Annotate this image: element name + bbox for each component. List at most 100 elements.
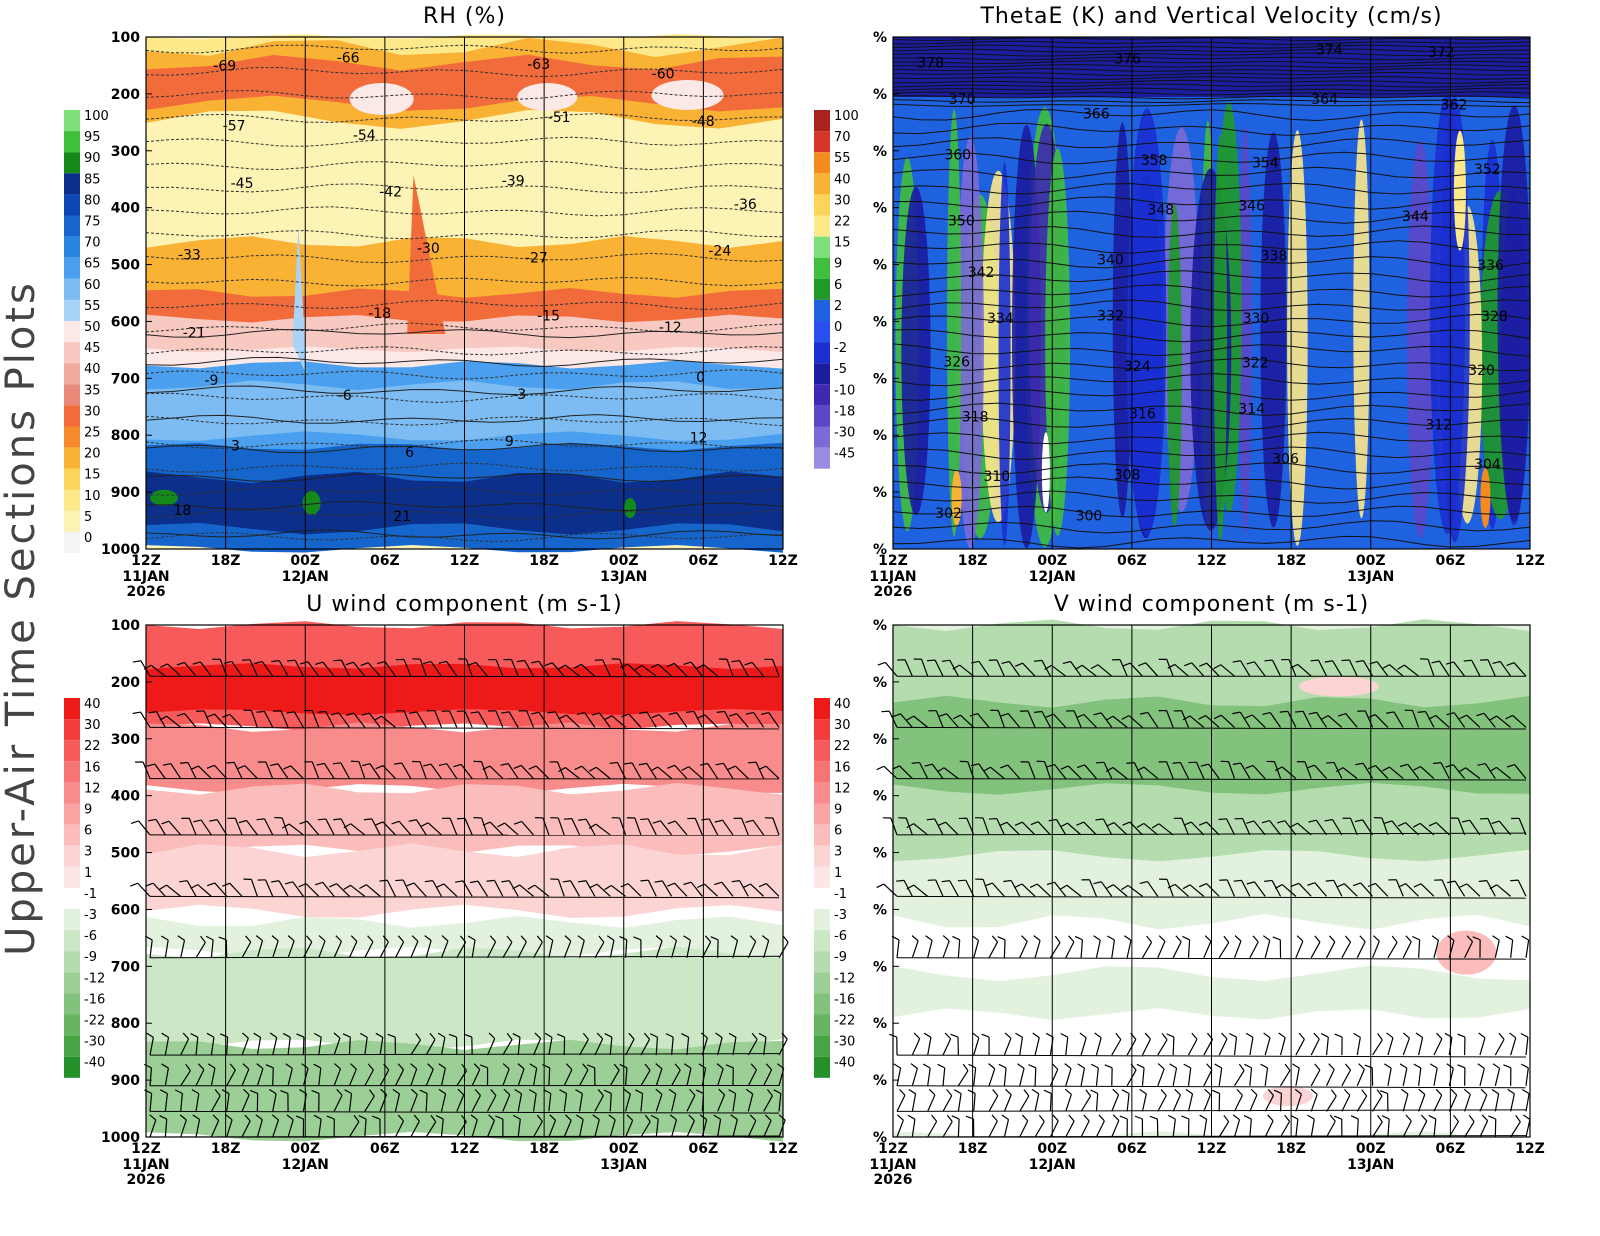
colorbar-swatch xyxy=(814,426,830,448)
wind-barb-feather xyxy=(1341,659,1350,662)
wind-barb-feather xyxy=(582,1063,589,1071)
y-tick-label: % xyxy=(873,846,887,862)
wind-barb xyxy=(413,882,427,897)
wind-barb-feather xyxy=(1261,820,1270,824)
wind-barb-feather xyxy=(573,663,582,669)
wind-barb-feather xyxy=(1015,1032,1023,1038)
wind-barb-feather xyxy=(177,935,185,941)
wind-barb xyxy=(226,1093,230,1112)
wind-barb xyxy=(430,661,442,677)
wind-barb xyxy=(736,713,749,728)
wind-barb xyxy=(911,1038,921,1056)
wind-barb xyxy=(627,663,642,677)
wind-barb xyxy=(1187,939,1191,958)
wind-barb-feather xyxy=(1044,664,1052,671)
wind-barb-feather xyxy=(1003,879,1012,883)
wind-barb-feather xyxy=(512,884,520,890)
wind-barb-feather xyxy=(745,711,754,715)
wind-barb xyxy=(722,763,734,779)
wind-barb xyxy=(1233,1037,1238,1056)
contour-label: 322 xyxy=(1242,356,1269,372)
wind-barb xyxy=(535,765,550,780)
wind-barb-feather xyxy=(148,711,157,714)
wind-barb xyxy=(1487,659,1496,677)
wind-barb-feather xyxy=(911,935,919,942)
wind-barb xyxy=(1252,764,1266,780)
wind-barb xyxy=(1271,880,1282,897)
wind-barb-feather xyxy=(730,1114,738,1121)
wind-barb-feather xyxy=(946,1114,953,1122)
wind-barb xyxy=(563,1120,572,1138)
wind-barb xyxy=(1147,712,1159,728)
wind-barb-feather xyxy=(952,935,960,941)
wind-barb xyxy=(935,710,944,728)
wind-barb xyxy=(1049,1120,1059,1138)
colorbar-swatch xyxy=(64,384,80,406)
wind-barb xyxy=(1100,881,1113,897)
wind-barb xyxy=(180,940,186,958)
wind-barb xyxy=(264,818,274,836)
wind-barb-feather xyxy=(591,712,600,716)
wind-barb xyxy=(425,1093,428,1112)
x-tick-label: 12Z xyxy=(768,1141,798,1157)
field-blob xyxy=(951,469,962,526)
wind-barb-feather xyxy=(190,1033,199,1038)
wind-barb-feather xyxy=(1211,1089,1220,1094)
wind-barb xyxy=(1438,660,1450,677)
wind-barb-feather xyxy=(559,1089,567,1095)
wind-barb xyxy=(1288,659,1297,677)
wind-barb xyxy=(883,765,898,780)
y-tick-label: % xyxy=(873,789,887,805)
wind-barb xyxy=(1037,821,1051,836)
colorbar-label: -18 xyxy=(834,404,855,419)
wind-barb xyxy=(1326,941,1336,959)
wind-barb-feather xyxy=(242,1063,250,1070)
wind-barb xyxy=(942,1095,953,1112)
colorbar-swatch xyxy=(814,698,830,720)
wind-barb xyxy=(624,939,628,958)
wind-barb-feather xyxy=(728,713,737,717)
wind-barb-feather xyxy=(330,712,340,716)
wind-barb xyxy=(1102,818,1113,836)
colorbar-label: -12 xyxy=(84,971,105,986)
wind-barb-feather xyxy=(397,1114,404,1122)
wind-barb-feather xyxy=(683,935,691,941)
wind-barb-feather xyxy=(669,935,677,941)
wind-barb xyxy=(180,1093,183,1112)
wind-barb-feather xyxy=(1353,1032,1361,1038)
wind-barb xyxy=(752,819,765,836)
wind-barb-feather xyxy=(1183,1063,1192,1069)
wind-barb-feather xyxy=(536,1114,543,1122)
wind-barb xyxy=(1418,1037,1424,1056)
wind-barb xyxy=(464,710,473,728)
wind-barb-feather xyxy=(317,710,326,713)
wind-barb-feather xyxy=(1060,1032,1069,1038)
wind-barb-feather xyxy=(1184,662,1192,667)
wind-barb xyxy=(1372,1121,1383,1138)
wind-barb xyxy=(959,664,975,677)
wind-barb-feather xyxy=(1477,763,1486,766)
wind-barb xyxy=(676,712,688,728)
y-tick-label: % xyxy=(873,675,887,691)
colorbar-label: -10 xyxy=(834,383,855,398)
wind-barb xyxy=(410,941,419,959)
wind-barb xyxy=(1027,761,1036,779)
colorbar-swatch xyxy=(64,131,80,153)
wind-barb-feather xyxy=(1213,664,1221,670)
wind-barb-feather xyxy=(1093,881,1102,885)
wind-barb xyxy=(732,1093,737,1112)
field-blob xyxy=(1213,133,1227,542)
wind-barb xyxy=(180,1038,190,1056)
wind-barb-feather xyxy=(1104,1064,1113,1069)
wind-barb xyxy=(1345,713,1358,728)
wind-barb-feather xyxy=(634,664,643,671)
wind-barb xyxy=(707,763,719,779)
wind-barb-feather xyxy=(704,935,712,943)
wind-barb-feather xyxy=(362,763,371,767)
contour-label: -9 xyxy=(204,373,218,389)
colorbar-label: 1 xyxy=(84,866,92,881)
wind-barb-feather xyxy=(998,1063,1007,1069)
wind-barb xyxy=(1425,711,1435,728)
x-tick-label: 12Z xyxy=(450,1141,480,1157)
